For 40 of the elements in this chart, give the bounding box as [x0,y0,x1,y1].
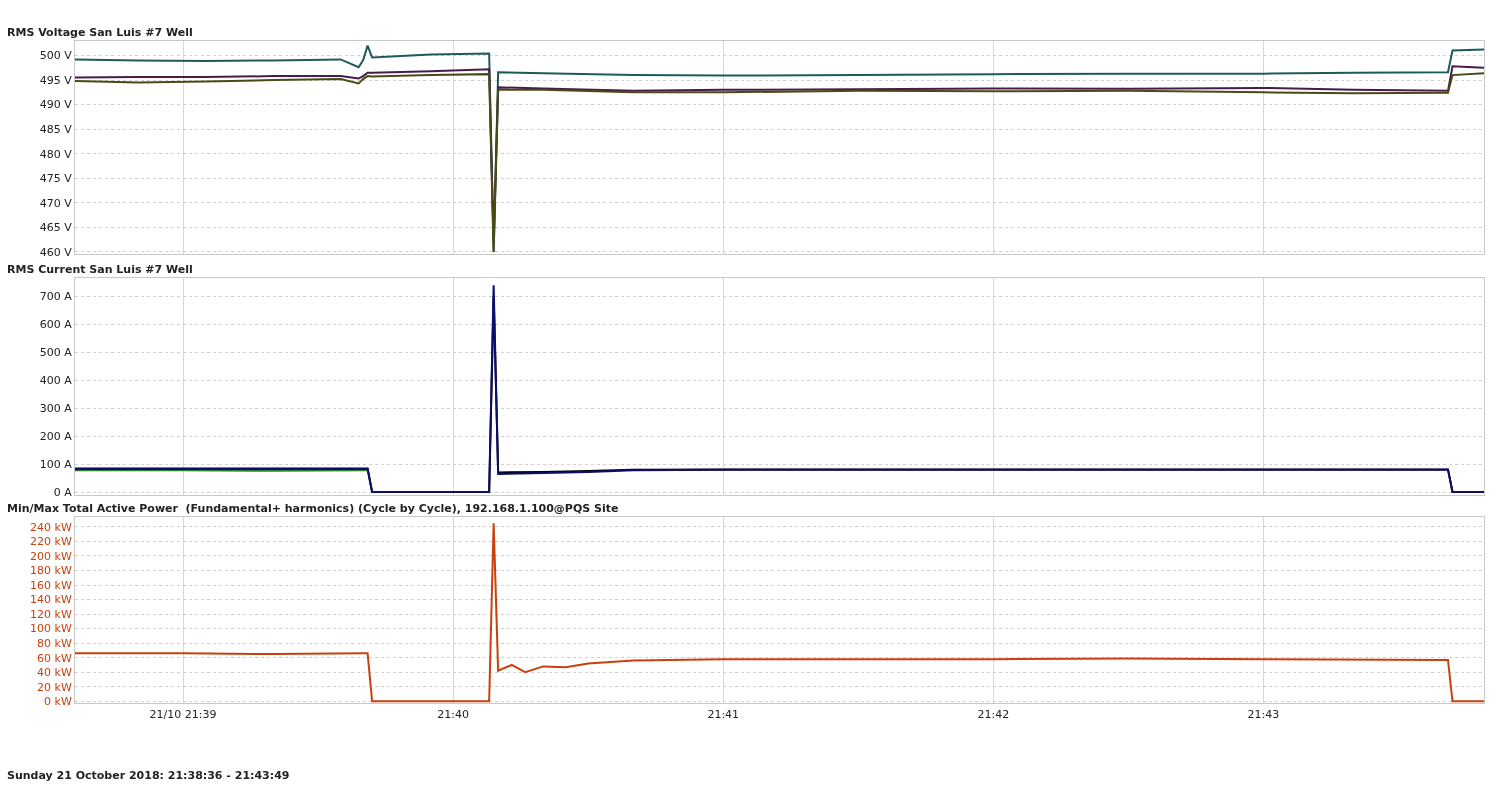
y-tick-label: 460 V [39,245,73,259]
y-tick-label: 240 kW [30,520,72,534]
y-tick-label: 485 V [39,122,73,136]
text: Sunday 21 October 2018: 21:38:36 - 21:43:49 [7,769,290,782]
y-tick-label: 400 A [39,374,73,388]
y-tick-label: 600 A [39,318,73,332]
y-tick-label: 0 kW [44,695,72,709]
x-tick-label: 21:40 [437,707,469,721]
y-tick-label: 0 A [53,485,73,499]
y-tick-label: 200 A [39,429,73,443]
y-tick-label: 220 kW [30,535,72,549]
x-tick-label: 21/10 21:39 [149,707,217,721]
y-tick-label: 500 V [39,49,73,63]
y-tick-label: 120 kW [30,607,72,621]
x-tick-label: 21:42 [977,707,1010,721]
chart-title: Min/Max Total Active Power (Fundamental+ harmonics) (Cycle by Cycle), 192.168.1.100@PQS Site [7,502,619,515]
y-tick-label: 60 kW [37,651,72,665]
y-tick-label: 475 V [39,172,73,186]
y-tick-label: 100 A [39,457,73,471]
x-tick-label: 21:41 [707,707,740,721]
y-tick-label: 40 kW [37,666,72,680]
chart-title: RMS Current San Luis #7 Well [7,263,193,276]
y-tick-label: 300 A [39,402,73,416]
chart-title: RMS Voltage San Luis #7 Well [7,26,193,39]
y-tick-label: 490 V [39,98,73,112]
line-series [75,522,1484,703]
y-tick-label: 470 V [39,196,73,210]
y-tick-label: 465 V [39,221,73,235]
y-tick-label: 480 V [39,147,73,161]
y-tick-label: 200 kW [30,549,72,563]
x-tick-label: 21:43 [1247,707,1280,721]
y-tick-label: 100 kW [30,622,72,636]
y-tick-label: 180 kW [30,564,72,578]
y-tick-label: 140 kW [30,593,72,607]
y-tick-label: 700 A [39,290,73,304]
y-tick-label: 20 kW [37,680,72,694]
y-tick-label: 500 A [39,346,73,360]
y-tick-label: 160 kW [30,578,72,592]
y-tick-label: 495 V [39,73,73,87]
y-tick-label: 80 kW [37,637,72,651]
